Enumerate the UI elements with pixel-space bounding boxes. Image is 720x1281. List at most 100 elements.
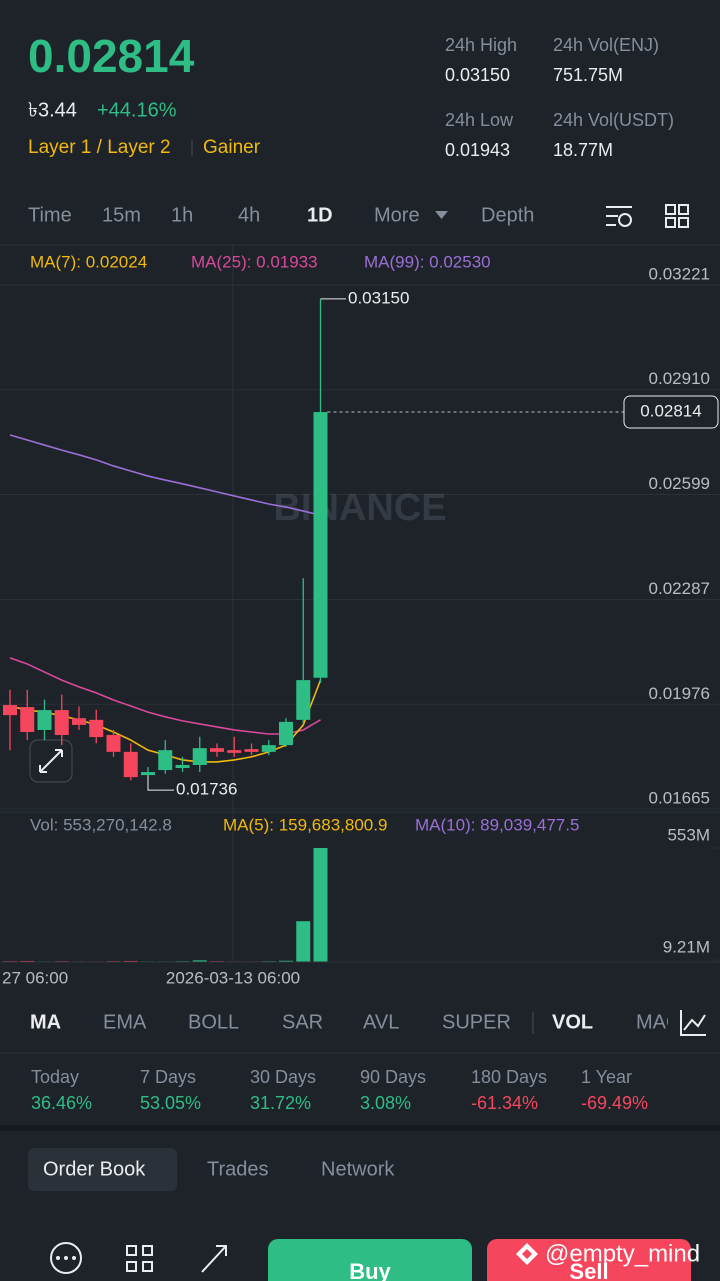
buy-button[interactable] <box>268 1239 472 1281</box>
interval-tab[interactable]: 4h <box>238 204 260 226</box>
fiat-price: ৳3.44 <box>28 99 77 121</box>
period-label: 30 Days <box>250 1067 316 1087</box>
stat-value: 18.77M <box>553 140 613 160</box>
expand-button[interactable] <box>29 739 73 783</box>
more-icon[interactable] <box>50 1242 82 1274</box>
interval-tab[interactable]: 15m <box>102 204 141 226</box>
tag[interactable]: Gainer <box>203 137 261 158</box>
stat-label: 24h Vol(ENJ) <box>553 35 659 55</box>
stat-value: 0.01943 <box>445 140 510 160</box>
ma-legend: MA(7): 0.02024 <box>30 252 147 271</box>
section-tab[interactable]: Network <box>321 1158 395 1180</box>
price-change: +44.16% <box>97 99 177 121</box>
tab-highlight <box>28 1148 177 1191</box>
candle-body <box>20 707 35 732</box>
candle-body <box>158 750 173 771</box>
period-change: -61.34% <box>471 1093 538 1113</box>
high-label: 0.03150 <box>348 288 409 307</box>
last-price: 0.02814 <box>28 30 195 82</box>
interval-tab[interactable]: 1D <box>307 204 333 226</box>
stat-label: 24h Vol(USDT) <box>553 110 674 130</box>
expand-icon <box>39 749 63 773</box>
candle-body <box>261 745 276 752</box>
volume-bar <box>20 960 35 962</box>
watermark: BINANCE <box>273 487 446 529</box>
bottom-icons <box>50 1242 227 1274</box>
stat-label: 24h High <box>445 35 517 55</box>
volume-bar <box>123 960 138 962</box>
candle-body <box>54 710 69 736</box>
period-label: 7 Days <box>140 1067 196 1087</box>
toolbar-icons <box>606 204 689 228</box>
volume-bar <box>279 960 293 962</box>
price-axis-label: 0.03221 <box>649 264 710 283</box>
price-axis-label: 0.02599 <box>649 474 710 493</box>
indicator-tab[interactable]: BOLL <box>188 1011 239 1033</box>
candle-body <box>123 751 138 778</box>
indicator-tab[interactable]: SAR <box>282 1011 323 1033</box>
indicator-tab[interactable]: VOL <box>552 1011 593 1033</box>
tag[interactable]: Layer 1 / Layer 2 <box>28 137 171 158</box>
candle-body <box>210 748 224 752</box>
indicator-tab[interactable]: EMA <box>103 1011 147 1033</box>
interval-tab[interactable]: More <box>374 204 420 226</box>
price-axis-label: 0.02287 <box>649 579 710 598</box>
ma-legend: MA(25): 0.01933 <box>191 252 318 271</box>
last-price-label: 0.02814 <box>640 402 701 421</box>
indicator-tab[interactable]: SUPER <box>442 1011 511 1033</box>
low-marker <box>147 775 174 791</box>
time-label: 2026-03-13 06:00 <box>166 968 300 987</box>
candle-body <box>175 764 190 769</box>
price-axis-label: 0.01665 <box>649 788 710 807</box>
period-change: -69.49% <box>581 1093 648 1113</box>
layout-icon[interactable] <box>665 204 689 228</box>
candle-body <box>106 735 121 752</box>
trade-icon[interactable] <box>201 1245 227 1273</box>
section-tab[interactable]: Order Book <box>43 1158 146 1180</box>
watermark-text: @empty_mind <box>545 1240 700 1267</box>
period-change: 53.05% <box>140 1093 201 1113</box>
sell-button[interactable] <box>487 1239 691 1281</box>
stat-label: 24h Low <box>445 110 514 130</box>
candle-body <box>227 750 242 753</box>
sell-label: Sell <box>569 1259 608 1281</box>
candle-body <box>72 718 86 725</box>
volume-axis-label: 553M <box>667 826 710 845</box>
period-label: Today <box>31 1067 79 1087</box>
chart-icon[interactable] <box>680 1010 706 1036</box>
time-label: 27 06:00 <box>2 968 68 987</box>
volume-axis-label: 9.21M <box>663 938 710 957</box>
ma-line <box>9 434 321 516</box>
interval-tab[interactable]: Depth <box>481 204 534 226</box>
indicator-tab[interactable]: AVL <box>363 1011 399 1033</box>
divider <box>0 1125 720 1131</box>
indicator-tab[interactable]: MA <box>30 1011 61 1033</box>
candle-body <box>192 748 207 765</box>
ma-line <box>9 657 321 735</box>
ma-legend: MA(99): 0.02530 <box>364 252 491 271</box>
buy-label: Buy <box>349 1259 391 1281</box>
price-axis-label: 0.01976 <box>649 684 710 703</box>
candle-body <box>89 719 104 738</box>
stat-value: 0.03150 <box>445 65 510 85</box>
interval-tab[interactable]: Time <box>28 204 72 226</box>
section-tab[interactable]: Trades <box>207 1158 269 1180</box>
volume-bar <box>313 848 328 962</box>
interval-tab[interactable]: 1h <box>171 204 193 226</box>
dropdown-arrow <box>435 211 448 219</box>
candle-body <box>37 710 52 730</box>
period-change: 3.08% <box>360 1093 411 1113</box>
watermark-logo <box>516 1243 538 1265</box>
volume-legend: MA(5): 159,683,800.9 <box>223 815 387 834</box>
settings-icon[interactable] <box>606 206 632 227</box>
stat-value: 751.75M <box>553 65 623 85</box>
last-price-box <box>623 395 719 429</box>
apps-icon[interactable] <box>126 1245 153 1272</box>
candle-body <box>3 705 17 716</box>
candle-body <box>141 772 155 776</box>
low-label: 0.01736 <box>176 780 237 799</box>
volume-bar <box>296 921 311 962</box>
period-label: 90 Days <box>360 1067 426 1087</box>
